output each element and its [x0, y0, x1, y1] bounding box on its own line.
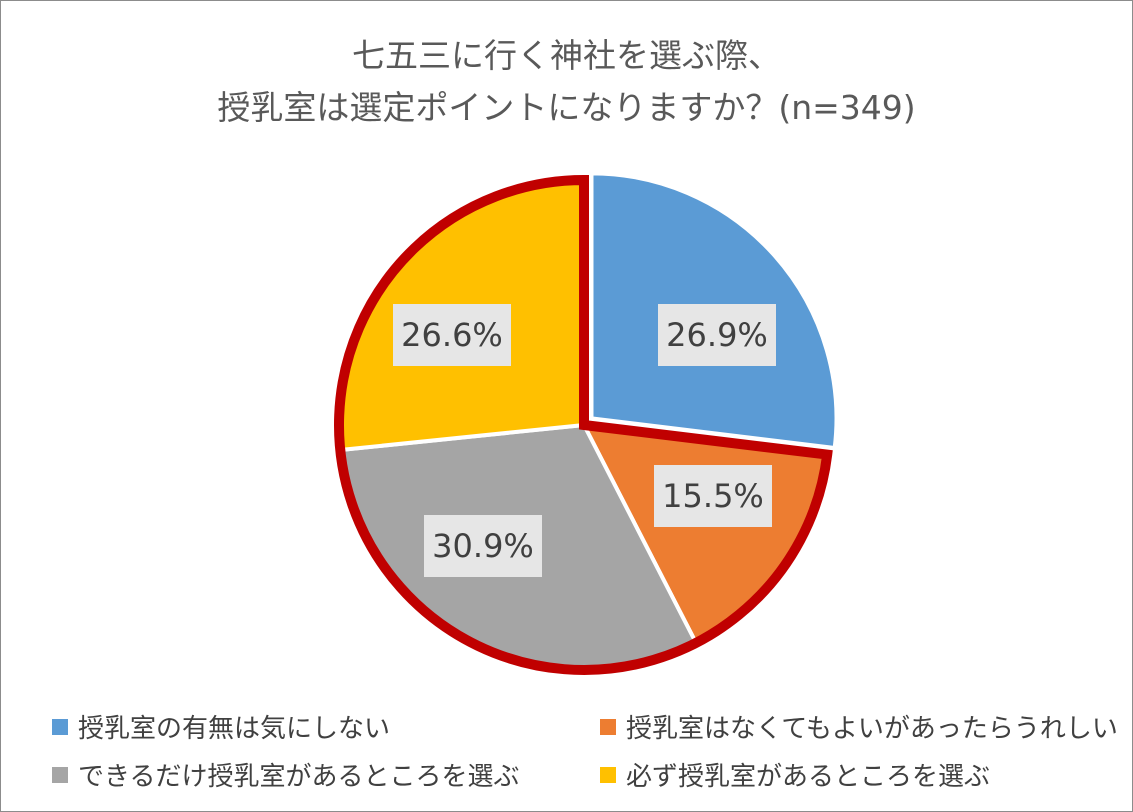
data-label-3: 26.6% [401, 316, 503, 354]
chart-title-line-2: 授乳室は選定ポイントになりますか？(n=349) [217, 88, 916, 127]
chart-title: 七五三に行く神社を選ぶ際、 授乳室は選定ポイントになりますか？(n=349) [0, 30, 1133, 134]
chart-title-line-1: 七五三に行く神社を選ぶ際、 [352, 36, 781, 75]
data-label-box-3 [393, 304, 511, 366]
data-label-box-2 [424, 515, 542, 577]
data-label-2: 30.9% [432, 527, 534, 565]
data-label-box-1 [654, 465, 772, 527]
data-label-0: 26.9% [666, 316, 768, 354]
highlight-outline [334, 174, 833, 675]
data-label-1: 15.5% [662, 477, 764, 515]
data-label-box-0 [658, 304, 776, 366]
